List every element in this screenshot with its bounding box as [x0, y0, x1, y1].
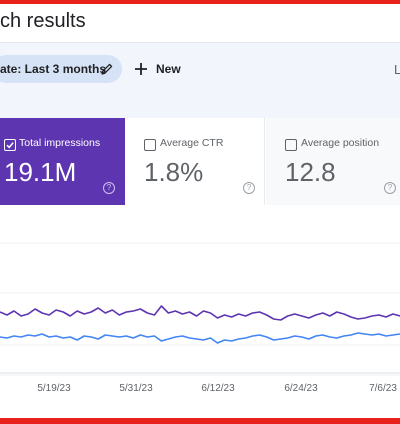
metric-card-average-position[interactable]: Average position 12.8 ?: [266, 118, 400, 205]
filter-bar: ate: Last 3 months New L: [0, 43, 400, 118]
metric-card-average-ctr[interactable]: Average CTR 1.8% ?: [126, 118, 265, 205]
metric-value: 19.1M: [4, 157, 77, 187]
date-filter-chip[interactable]: ate: Last 3 months: [0, 55, 122, 83]
metric-value: 12.8: [285, 157, 336, 187]
x-tick-label: 6/24/23: [284, 383, 318, 394]
pencil-icon[interactable]: [100, 62, 114, 76]
page-title: ch results: [0, 10, 86, 32]
x-tick-label: 6/12/23: [201, 383, 235, 394]
metric-label: Total impressions: [19, 137, 101, 149]
red-frame-top: [0, 0, 400, 4]
checkbox-unchecked-icon[interactable]: [285, 139, 297, 151]
help-icon[interactable]: ?: [384, 182, 396, 194]
x-tick-label: 7/6/23: [369, 383, 397, 394]
series-line-1: [0, 332, 400, 344]
checkbox-unchecked-icon[interactable]: [144, 139, 156, 151]
date-filter-label: ate: Last 3 months: [0, 62, 107, 76]
metric-value: 1.8%: [144, 157, 204, 187]
new-filter-button[interactable]: New: [134, 55, 181, 83]
series-line-0: [0, 305, 400, 321]
metric-card-total-impressions[interactable]: Total impressions 19.1M ?: [0, 118, 125, 205]
chart-svg: 5/19/23 5/31/23 6/12/23 6/24/23 7/6/23: [0, 242, 400, 394]
help-icon[interactable]: ?: [103, 182, 115, 194]
new-button-label: New: [156, 62, 181, 76]
performance-chart: 5/19/23 5/31/23 6/12/23 6/24/23 7/6/23: [0, 205, 400, 418]
checkbox-checked-icon[interactable]: [4, 139, 16, 151]
title-bar: ch results: [0, 4, 400, 43]
help-icon[interactable]: ?: [243, 182, 255, 194]
x-tick-label: 5/19/23: [37, 383, 71, 394]
red-frame-bottom: [0, 418, 400, 424]
plus-icon: [135, 63, 147, 75]
cropped-label: L: [394, 62, 400, 77]
x-tick-label: 5/31/23: [119, 383, 153, 394]
metric-label: Average position: [301, 137, 380, 149]
metric-label: Average CTR: [160, 137, 224, 149]
